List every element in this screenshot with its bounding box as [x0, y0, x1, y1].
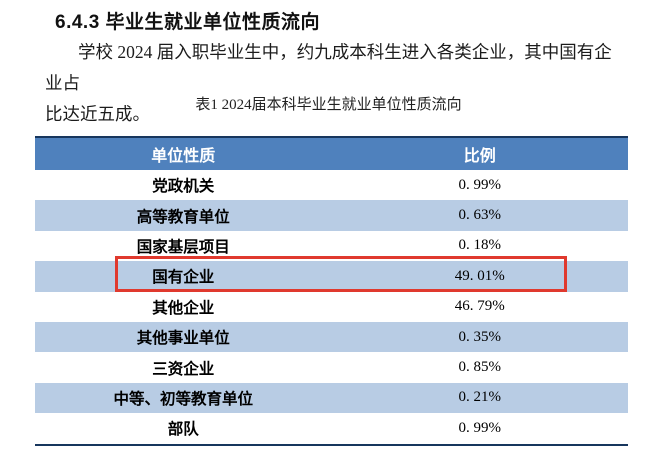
row-label: 国有企业	[152, 269, 215, 287]
row-label: 党政机关	[152, 178, 215, 196]
row-label: 中等、初等教育单位	[113, 390, 253, 408]
table-row: 高等教育单位 0. 63%	[35, 200, 628, 231]
row-value: 49. 01%	[454, 267, 505, 284]
body-paragraph: 学校 2024 届入职毕业生中，约九成本科生进入各类企业，其中国有企业占 比达近…	[45, 37, 620, 130]
table-row: 中等、初等教育单位 0. 21%	[35, 382, 628, 414]
body-paragraph-line-2: 比达近五成。	[45, 104, 150, 124]
table-row: 其他事业单位 0. 35%	[35, 321, 628, 353]
employment-nature-table: 单位性质 比例 党政机关 0. 99% 高等教育单位 0. 63% 国家基层项目…	[35, 136, 628, 446]
table-caption: 表1 2024届本科毕业生就业单位性质流向	[195, 97, 462, 113]
table-row: 国家基层项目 0. 18%	[35, 230, 628, 262]
row-label: 其他事业单位	[136, 330, 230, 348]
table-row: 党政机关 0. 99%	[35, 170, 628, 201]
table-row-highlighted: 国有企业 49. 01%	[35, 261, 628, 292]
table-header-unit-nature: 单位性质	[151, 148, 216, 165]
row-value: 0. 35%	[458, 328, 502, 345]
body-paragraph-line-1: 学校 2024 届入职毕业生中，约九成本科生进入各类企业，其中国有企业占	[45, 42, 612, 93]
row-label: 其他企业	[152, 299, 215, 317]
row-value: 0. 99%	[458, 419, 502, 436]
table-header-proportion: 比例	[463, 148, 496, 165]
row-label: 高等教育单位	[136, 208, 230, 226]
row-value: 0. 21%	[458, 389, 502, 406]
row-value: 0. 99%	[458, 176, 502, 193]
row-label: 三资企业	[152, 360, 215, 378]
row-value: 0. 63%	[458, 207, 502, 224]
section-heading: 6.4.3 毕业生就业单位性质流向	[55, 12, 321, 33]
table-header-row: 单位性质 比例	[35, 138, 628, 170]
row-value: 0. 85%	[458, 359, 502, 376]
row-label: 部队	[167, 421, 199, 439]
table-row: 其他企业 46. 79%	[35, 291, 628, 322]
row-label: 国家基层项目	[136, 238, 230, 256]
table-row: 三资企业 0. 85%	[35, 352, 628, 383]
row-value: 0. 18%	[458, 237, 502, 254]
row-value: 46. 79%	[454, 298, 505, 315]
table-row: 部队 0. 99%	[35, 413, 628, 444]
